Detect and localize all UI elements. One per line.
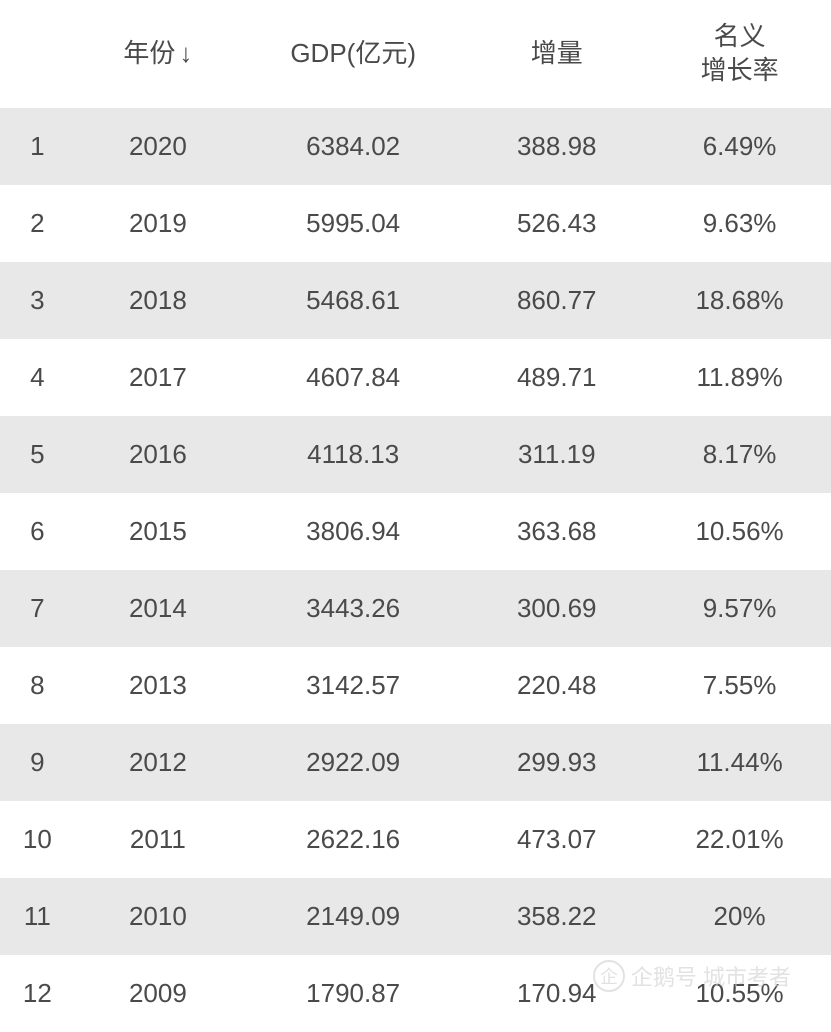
table-row: 1220091790.87170.9410.55% [0, 955, 831, 1032]
table-row: 1020112622.16473.0722.01% [0, 801, 831, 878]
cell-year: 2016 [75, 416, 241, 493]
cell-year: 2019 [75, 185, 241, 262]
cell-growth: 18.68% [648, 262, 831, 339]
cell-year: 2015 [75, 493, 241, 570]
cell-growth: 11.44% [648, 724, 831, 801]
cell-delta: 300.69 [465, 570, 648, 647]
cell-growth: 22.01% [648, 801, 831, 878]
table-row: 120206384.02388.986.49% [0, 108, 831, 185]
cell-delta: 489.71 [465, 339, 648, 416]
cell-gdp: 1790.87 [241, 955, 465, 1032]
header-delta[interactable]: 增量 [465, 0, 648, 108]
cell-delta: 358.22 [465, 878, 648, 955]
cell-index: 2 [0, 185, 75, 262]
cell-year: 2014 [75, 570, 241, 647]
cell-year: 2013 [75, 647, 241, 724]
table-row: 320185468.61860.7718.68% [0, 262, 831, 339]
cell-gdp: 5995.04 [241, 185, 465, 262]
cell-index: 6 [0, 493, 75, 570]
cell-gdp: 2622.16 [241, 801, 465, 878]
cell-index: 1 [0, 108, 75, 185]
gdp-table: 年份↓ GDP(亿元) 增量 名义增长率 120206384.02388.986… [0, 0, 831, 1032]
cell-year: 2020 [75, 108, 241, 185]
cell-growth: 8.17% [648, 416, 831, 493]
cell-delta: 170.94 [465, 955, 648, 1032]
table-header-row: 年份↓ GDP(亿元) 增量 名义增长率 [0, 0, 831, 108]
cell-gdp: 5468.61 [241, 262, 465, 339]
table-row: 220195995.04526.439.63% [0, 185, 831, 262]
cell-index: 9 [0, 724, 75, 801]
cell-growth: 6.49% [648, 108, 831, 185]
header-growth[interactable]: 名义增长率 [648, 0, 831, 108]
sort-down-icon: ↓ [179, 37, 192, 71]
cell-gdp: 3806.94 [241, 493, 465, 570]
cell-gdp: 4118.13 [241, 416, 465, 493]
cell-index: 7 [0, 570, 75, 647]
table-body: 120206384.02388.986.49%220195995.04526.4… [0, 108, 831, 1032]
cell-gdp: 3142.57 [241, 647, 465, 724]
table-row: 720143443.26300.699.57% [0, 570, 831, 647]
cell-growth: 20% [648, 878, 831, 955]
table-row: 520164118.13311.198.17% [0, 416, 831, 493]
cell-gdp: 6384.02 [241, 108, 465, 185]
cell-growth: 10.56% [648, 493, 831, 570]
cell-year: 2010 [75, 878, 241, 955]
cell-year: 2017 [75, 339, 241, 416]
header-growth-line2: 增长率 [701, 55, 779, 85]
cell-index: 8 [0, 647, 75, 724]
cell-delta: 311.19 [465, 416, 648, 493]
cell-year: 2018 [75, 262, 241, 339]
cell-index: 3 [0, 262, 75, 339]
table-row: 920122922.09299.9311.44% [0, 724, 831, 801]
cell-index: 5 [0, 416, 75, 493]
cell-gdp: 2149.09 [241, 878, 465, 955]
table-row: 1120102149.09358.2220% [0, 878, 831, 955]
cell-index: 12 [0, 955, 75, 1032]
cell-index: 4 [0, 339, 75, 416]
header-year[interactable]: 年份↓ [75, 0, 241, 108]
header-growth-line1: 名义 [714, 21, 766, 51]
header-gdp[interactable]: GDP(亿元) [241, 0, 465, 108]
cell-year: 2012 [75, 724, 241, 801]
cell-gdp: 2922.09 [241, 724, 465, 801]
header-year-label: 年份 [123, 38, 175, 68]
cell-year: 2009 [75, 955, 241, 1032]
cell-delta: 363.68 [465, 493, 648, 570]
cell-delta: 388.98 [465, 108, 648, 185]
header-index [0, 0, 75, 108]
cell-growth: 11.89% [648, 339, 831, 416]
cell-delta: 526.43 [465, 185, 648, 262]
table-row: 820133142.57220.487.55% [0, 647, 831, 724]
cell-index: 11 [0, 878, 75, 955]
cell-gdp: 3443.26 [241, 570, 465, 647]
cell-delta: 473.07 [465, 801, 648, 878]
cell-growth: 10.55% [648, 955, 831, 1032]
cell-delta: 220.48 [465, 647, 648, 724]
cell-delta: 860.77 [465, 262, 648, 339]
cell-year: 2011 [75, 801, 241, 878]
table-row: 620153806.94363.6810.56% [0, 493, 831, 570]
cell-growth: 9.63% [648, 185, 831, 262]
table-row: 420174607.84489.7111.89% [0, 339, 831, 416]
cell-growth: 7.55% [648, 647, 831, 724]
cell-gdp: 4607.84 [241, 339, 465, 416]
cell-growth: 9.57% [648, 570, 831, 647]
cell-index: 10 [0, 801, 75, 878]
cell-delta: 299.93 [465, 724, 648, 801]
